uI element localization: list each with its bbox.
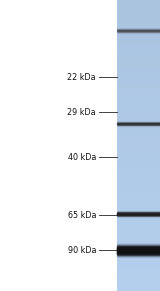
Text: 22 kDa: 22 kDa: [67, 73, 96, 81]
Text: 40 kDa: 40 kDa: [68, 153, 96, 162]
Bar: [117, 0, 160, 291]
Text: 65 kDa: 65 kDa: [68, 211, 96, 220]
Text: 90 kDa: 90 kDa: [68, 246, 96, 255]
Text: 29 kDa: 29 kDa: [67, 108, 96, 116]
